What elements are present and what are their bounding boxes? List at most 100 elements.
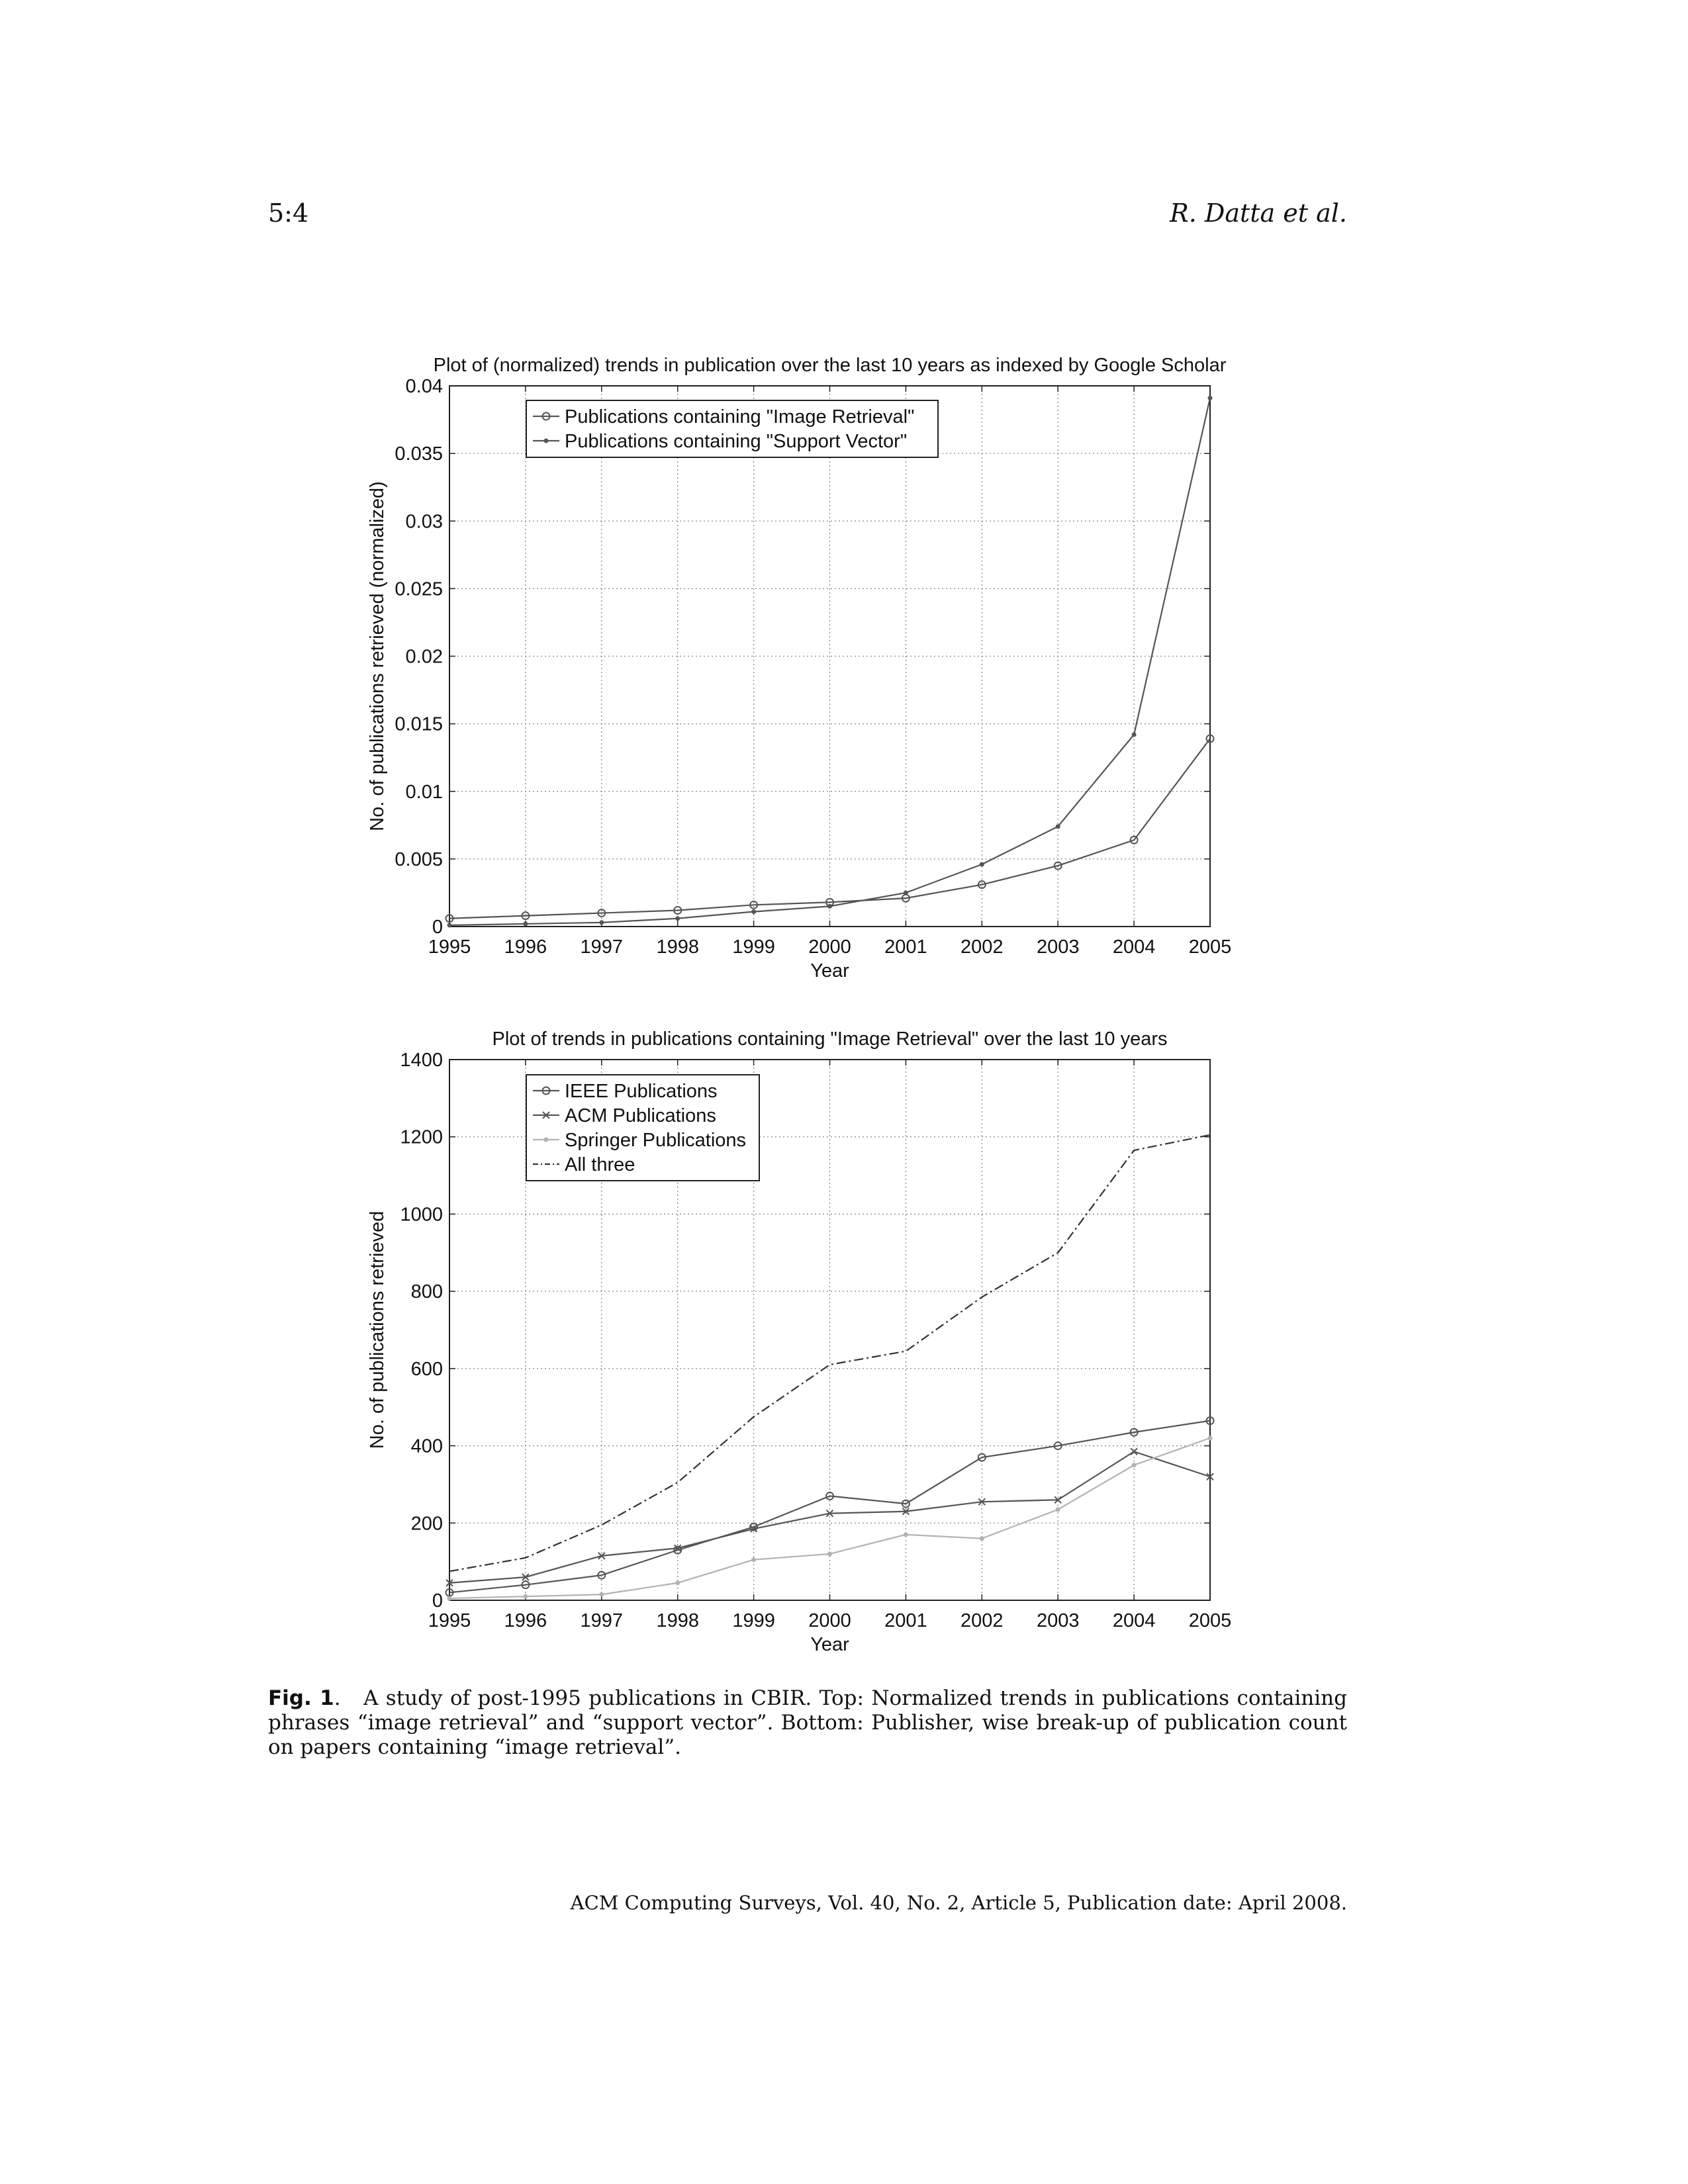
data-point [1206, 1473, 1214, 1480]
y-tick-label: 0.04 [406, 376, 443, 397]
data-point [902, 1508, 910, 1516]
data-point [903, 890, 908, 895]
data-point [749, 900, 759, 909]
grid [449, 1060, 1210, 1600]
x-axis-label: Year [810, 960, 849, 981]
data-point [523, 921, 528, 927]
x-tick-label: 2004 [1113, 1610, 1156, 1631]
y-tick-label: 0.035 [395, 443, 443, 465]
x-tick-label: 1996 [504, 936, 547, 958]
data-point [1131, 1463, 1137, 1468]
data-point [445, 1579, 453, 1587]
journal-footer: ACM Computing Surveys, Vol. 40, No. 2, A… [570, 1891, 1347, 1914]
x-tick-label: 1996 [504, 1610, 547, 1631]
x-tick-label: 2003 [1037, 936, 1080, 958]
chart-title: Plot of (normalized) trends in publicati… [434, 355, 1227, 376]
data-point [1130, 1447, 1138, 1456]
x-tick-label: 2001 [884, 1610, 927, 1631]
data-point [749, 1522, 759, 1531]
legend-marker [542, 1111, 550, 1119]
data-point [521, 1580, 530, 1590]
data-point [979, 862, 984, 867]
y-axis-label: No. of publications retrieved [367, 1211, 388, 1449]
legend-marker [543, 1137, 549, 1142]
x-tick-label: 1997 [581, 936, 624, 958]
series-2 [445, 1447, 1214, 1587]
data-point [977, 1453, 986, 1462]
data-point [1053, 861, 1062, 870]
data-point [598, 1552, 606, 1560]
data-point [675, 1580, 680, 1586]
y-axis-label: No. of publications retrieved (normalize… [367, 481, 388, 831]
x-axis-label: Year [810, 1634, 849, 1655]
series-4 [449, 1134, 1211, 1572]
x-tick-label: 1998 [656, 936, 699, 958]
y-tick-label: 1200 [400, 1127, 443, 1148]
y-tick-label: 0.025 [395, 578, 443, 600]
data-point [1207, 395, 1213, 400]
series-line [449, 1420, 1211, 1594]
x-tick-label: 1995 [428, 936, 471, 958]
y-tick-label: 0.03 [406, 511, 443, 532]
series-line [449, 1437, 1211, 1600]
x-tick-label: 1999 [732, 936, 775, 958]
data-point [599, 1592, 604, 1597]
data-point [447, 1596, 452, 1601]
data-point [1055, 824, 1060, 829]
plot-frame [449, 385, 1211, 927]
legend-entry: ACM Publications [565, 1105, 716, 1126]
series-line [449, 1134, 1211, 1572]
data-point [979, 1536, 984, 1541]
legend-marker [543, 438, 549, 443]
data-point [1055, 1507, 1060, 1512]
y-tick-label: 0.015 [395, 714, 443, 735]
data-point [1129, 835, 1139, 844]
data-point [597, 909, 606, 918]
x-tick-label: 2004 [1113, 936, 1156, 958]
figure-label: Fig. 1 [268, 1686, 334, 1710]
data-point [827, 903, 832, 909]
y-tick-label: 0 [432, 1590, 443, 1612]
x-tick-label: 2005 [1189, 1610, 1232, 1631]
series-2 [447, 395, 1213, 928]
x-tick-label: 2000 [808, 936, 851, 958]
figure-caption: Fig. 1. A study of post-1995 publication… [268, 1686, 1347, 1760]
legend-entry: Publications containing "Support Vector" [565, 431, 907, 452]
y-tick-label: 1400 [400, 1050, 443, 1071]
x-tick-label: 2002 [961, 1610, 1004, 1631]
data-point [827, 1551, 832, 1557]
data-point [1129, 1428, 1139, 1437]
data-point [521, 911, 530, 921]
data-point [1205, 734, 1215, 743]
data-point [445, 914, 454, 923]
chart-title: Plot of trends in publications containin… [492, 1028, 1167, 1050]
running-header-authors: R. Datta et al. [1170, 199, 1347, 228]
x-tick-label: 1995 [428, 1610, 471, 1631]
data-point [749, 1525, 758, 1533]
data-point [1054, 1496, 1062, 1504]
series-line [449, 398, 1211, 927]
top-line-chart: Plot of (normalized) trends in publicati… [367, 355, 1231, 981]
x-tick-label: 1999 [732, 1610, 775, 1631]
data-point [673, 1544, 682, 1552]
data-point [597, 1570, 606, 1580]
series-line [449, 738, 1211, 919]
data-point [599, 920, 604, 925]
legend-marker [541, 1086, 551, 1095]
x-tick-label: 1997 [581, 1610, 624, 1631]
data-point [673, 1545, 682, 1555]
data-point [901, 1499, 910, 1508]
data-point [825, 1491, 834, 1500]
y-tick-label: 0.02 [406, 647, 443, 668]
data-point [675, 916, 680, 921]
y-tick-label: 600 [411, 1359, 443, 1380]
data-point [1207, 1435, 1213, 1441]
x-tick-label: 2002 [961, 936, 1004, 958]
series-1 [445, 734, 1215, 923]
legend-entry: IEEE Publications [565, 1081, 718, 1102]
y-tick-label: 400 [411, 1436, 443, 1457]
data-point [447, 923, 452, 928]
y-tick-label: 0.01 [406, 782, 443, 803]
figure-label-period: . [334, 1686, 341, 1710]
y-tick-label: 0.005 [395, 849, 443, 870]
